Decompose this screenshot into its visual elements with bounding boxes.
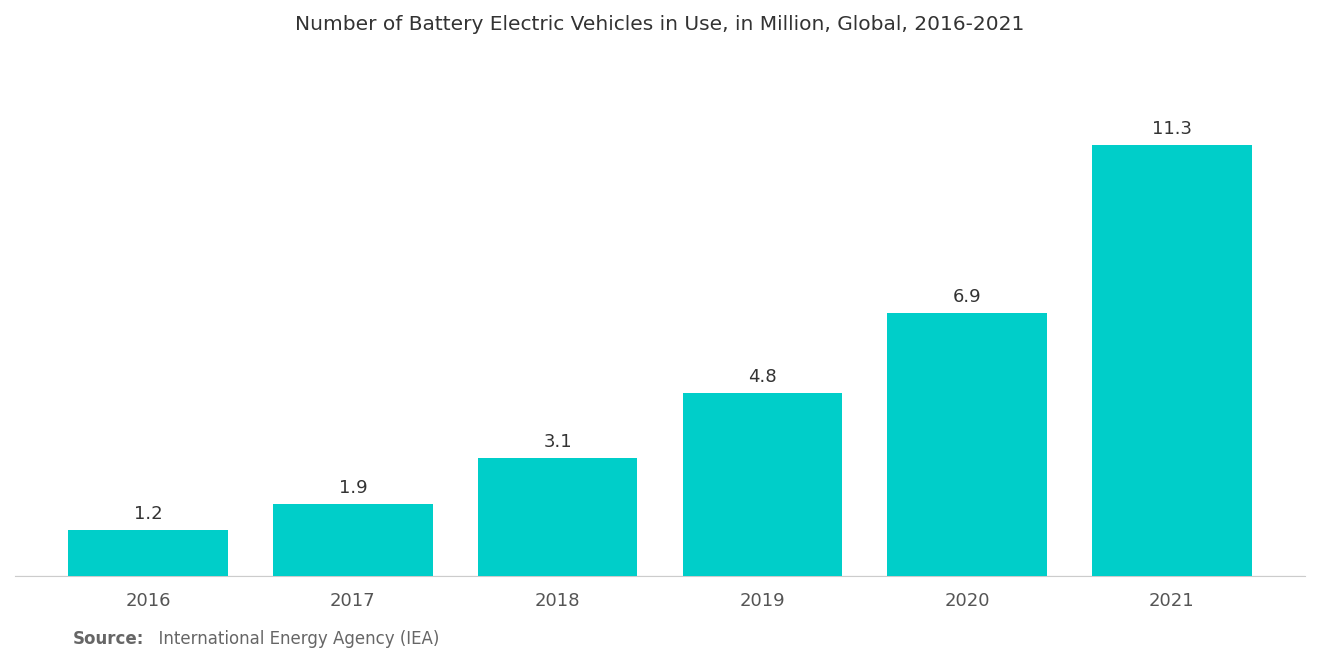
Text: International Energy Agency (IEA): International Energy Agency (IEA) — [148, 630, 440, 648]
Bar — [682, 393, 842, 576]
Bar — [69, 530, 228, 576]
Title: Number of Battery Electric Vehicles in Use, in Million, Global, 2016-2021: Number of Battery Electric Vehicles in U… — [296, 15, 1024, 34]
Text: 3.1: 3.1 — [544, 433, 572, 451]
Text: 1.2: 1.2 — [133, 505, 162, 523]
Bar — [273, 503, 433, 576]
Text: 4.8: 4.8 — [748, 368, 776, 386]
Bar — [478, 458, 638, 576]
Text: 1.9: 1.9 — [338, 479, 367, 497]
Bar — [1092, 144, 1251, 576]
Text: Source:: Source: — [73, 630, 144, 648]
Text: 11.3: 11.3 — [1152, 120, 1192, 138]
Text: 6.9: 6.9 — [953, 288, 982, 306]
Bar — [887, 313, 1047, 576]
